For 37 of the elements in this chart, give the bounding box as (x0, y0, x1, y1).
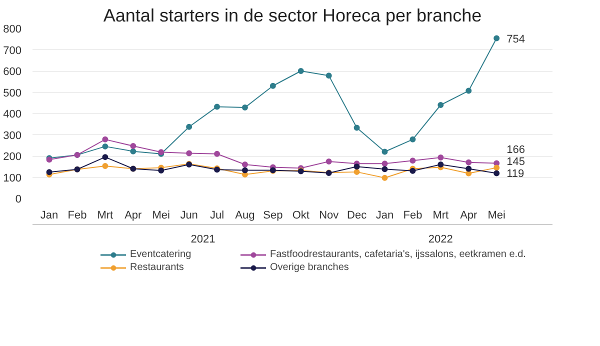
x-tick-label: Feb (403, 210, 422, 222)
legend-label: Restaurants (130, 262, 184, 273)
x-tick-label: Dec (347, 210, 368, 222)
x-tick-label: Jun (180, 210, 198, 222)
text: 2022 (428, 234, 453, 246)
x-tick-label: Jan (40, 210, 58, 222)
x-tick-label: Nov (319, 210, 340, 222)
data-label: 145 (506, 156, 525, 168)
x-tick-label: Mrt (97, 210, 114, 222)
x-tick-label: Okt (292, 210, 310, 222)
data-label: 754 (506, 33, 525, 46)
x-tick-label: Aug (235, 210, 255, 222)
y-tick-label: 300 (3, 130, 22, 142)
legend-label: Fastfoodrestaurants, cafetaria's, ijssalons, eetkramen e.d. (270, 249, 526, 260)
x-tick-label: Feb (68, 210, 87, 222)
y-tick-label: 0 (15, 194, 22, 206)
x-tick-label: Jan (376, 210, 394, 222)
x-tick-label: Sep (263, 210, 283, 222)
y-tick-label: 500 (3, 87, 22, 100)
x-tick-label: Apr (460, 210, 478, 222)
text: 2021 (190, 234, 216, 246)
legend-label: Overige branches (270, 262, 349, 273)
y-tick-label: 800 (3, 24, 22, 36)
y-tick-label: 700 (3, 44, 22, 57)
y-tick-label: 400 (3, 108, 22, 120)
x-tick-label: Mrt (432, 210, 449, 222)
y-tick-label: 600 (3, 66, 22, 78)
x-tick-label: Mei (488, 210, 506, 222)
y-tick-label: 200 (3, 151, 22, 163)
data-label: 119 (506, 168, 524, 180)
x-tick-label: Jul (210, 210, 224, 222)
x-tick-label: Mei (152, 210, 170, 222)
legend-label: Eventcatering (130, 249, 192, 260)
y-tick-label: 100 (3, 172, 22, 184)
data-label: 166 (506, 144, 525, 156)
x-tick-label: Apr (124, 210, 142, 222)
chart-title: Aantal starters in de sector Horeca per branche (103, 6, 482, 26)
